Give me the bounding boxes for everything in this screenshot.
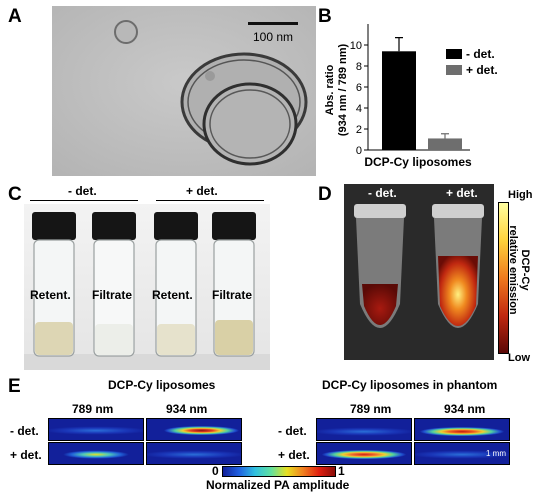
y-tick-label-4: 8 (356, 61, 362, 73)
panel-d-label: D (318, 184, 332, 205)
y-tick-label-2: 4 (356, 103, 362, 115)
x-axis-label: DCP-Cy liposomes (364, 155, 472, 169)
group-label-left: - det. (68, 184, 97, 198)
legend-swatch-0 (446, 49, 462, 59)
e-left-wl2: 934 nm (166, 402, 208, 416)
panel-e-label: E (8, 376, 21, 397)
legend-label-0: - det. (466, 47, 495, 61)
y-tick-label-3: 6 (356, 82, 362, 94)
panel-a-label: A (8, 6, 22, 27)
d-label-left: - det. (368, 186, 397, 200)
y-tick-label-1: 2 (356, 124, 362, 136)
emission-title-1: DCP-Cy (519, 249, 531, 291)
e-right-row1: - det. (278, 424, 307, 438)
pa-map-left-789-plus (48, 442, 144, 465)
vial-label-4: Filtrate (212, 288, 253, 302)
y-axis-label-2: (934 nm / 789 nm) (337, 44, 349, 137)
pa-cbar-label: Normalized PA amplitude (206, 478, 350, 492)
emission-colorbar (498, 202, 509, 354)
panel-b-label: B (318, 6, 332, 27)
pa-map-right-789-plus (316, 442, 412, 465)
bar-0 (382, 51, 416, 150)
vial-2 (92, 212, 136, 357)
e-right-wl2: 934 nm (444, 402, 486, 416)
d-label-right: + det. (446, 186, 478, 200)
vial-label-1: Retent. (30, 288, 71, 302)
e-left-title: DCP-Cy liposomes (108, 378, 216, 392)
pa-cbar-min: 0 (212, 464, 219, 478)
vial-1 (32, 212, 76, 357)
y-tick-label-0: 0 (356, 145, 362, 157)
e-right-wl1: 789 nm (350, 402, 392, 416)
bar-1 (428, 138, 462, 150)
vial-4 (212, 212, 256, 357)
bar-chart: Abs. ratio (934 nm / 789 nm) 0 2 4 6 8 10 DCP… (318, 6, 544, 176)
group-label-right: + det. (186, 184, 218, 198)
emission-high-label: High (508, 189, 533, 201)
group-line-left (30, 200, 138, 201)
panel-c-label: C (8, 184, 22, 205)
error-bar-1 (441, 133, 449, 139)
legend-swatch-1 (446, 65, 462, 75)
group-line-right (156, 200, 264, 201)
tem-image: 100 nm (52, 6, 316, 176)
pa-cbar-max: 1 (338, 464, 345, 478)
vials-photo: Retent. Filtrate Retent. Filtrate (24, 204, 270, 370)
pa-map-right-934-plus: 1 mm (414, 442, 510, 465)
vial-label-2: Filtrate (92, 288, 133, 302)
e-right-title: DCP-Cy liposomes in phantom (322, 378, 498, 392)
y-tick-label-5: 10 (350, 40, 362, 52)
y-axis-label-1: Abs. ratio (324, 64, 336, 115)
pa-scale-label: 1 mm (486, 449, 506, 458)
e-right-row2: + det. (278, 448, 310, 462)
error-bar-0 (395, 37, 403, 52)
e-left-row1: - det. (10, 424, 39, 438)
pa-colorbar (222, 466, 336, 477)
legend-label-1: + det. (466, 63, 498, 77)
pa-map-left-789-minus (48, 418, 144, 441)
pa-map-right-934-minus (414, 418, 510, 441)
pa-map-right-789-minus (316, 418, 412, 441)
e-left-wl1: 789 nm (72, 402, 114, 416)
pa-map-left-934-plus (146, 442, 242, 465)
pa-map-left-934-minus (146, 418, 242, 441)
emission-low-label: Low (508, 352, 530, 364)
fluorescence-image: - det. + det. (344, 184, 494, 360)
emission-title-2: relative emission (507, 225, 519, 315)
scale-bar-label: 100 nm (253, 30, 293, 44)
vial-label-3: Retent. (152, 288, 193, 302)
vial-3 (154, 212, 198, 357)
e-left-row2: + det. (10, 448, 42, 462)
